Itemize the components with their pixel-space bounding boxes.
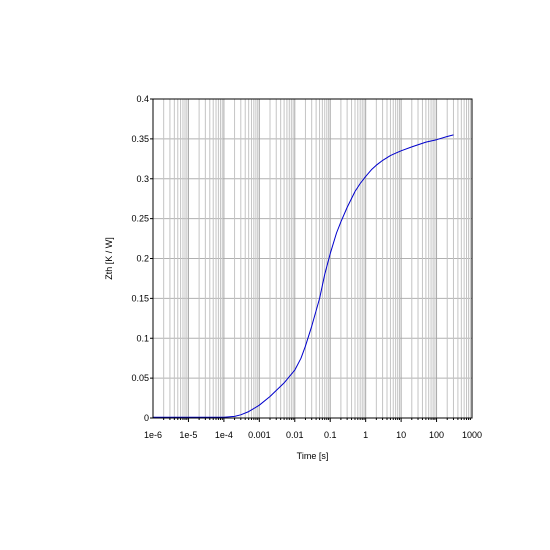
grid	[153, 99, 472, 418]
series-line	[153, 134, 454, 418]
series-layer	[153, 134, 454, 418]
y-axis-title: Zth [K / W]	[104, 237, 114, 280]
x-tick-label: 100	[429, 430, 444, 440]
y-tick-labels: 0 0.05 0.1 0.15 0.2 0.25 0.3 0.35 0.4	[131, 94, 149, 423]
x-tick-label: 0.01	[286, 430, 304, 440]
y-tick-label: 0.2	[136, 254, 149, 264]
x-tick-label: 0.1	[324, 430, 337, 440]
x-tick-label: 1000	[462, 430, 482, 440]
y-tick-label: 0.05	[131, 373, 149, 383]
y-tick-label: 0.25	[131, 214, 149, 224]
y-tick-label: 0	[144, 413, 149, 423]
y-tick-label: 0.15	[131, 293, 149, 303]
y-tick-label: 0.3	[136, 174, 149, 184]
tick-marks	[150, 98, 471, 422]
y-tick-label: 0.1	[136, 333, 149, 343]
x-tick-label: 1e-6	[144, 430, 162, 440]
x-axis-title: Time [s]	[297, 451, 329, 461]
y-tick-label: 0.4	[136, 94, 149, 104]
x-tick-label: 1	[363, 430, 368, 440]
x-tick-label: 10	[396, 430, 406, 440]
y-tick-label: 0.35	[131, 134, 149, 144]
x-tick-label: 1e-5	[179, 430, 197, 440]
x-tick-labels: 1e-6 1e-5 1e-4 0.001 0.01 0.1 1 10 100 1000	[144, 430, 482, 440]
x-tick-label: 1e-4	[215, 430, 233, 440]
x-tick-label: 0.001	[248, 430, 271, 440]
